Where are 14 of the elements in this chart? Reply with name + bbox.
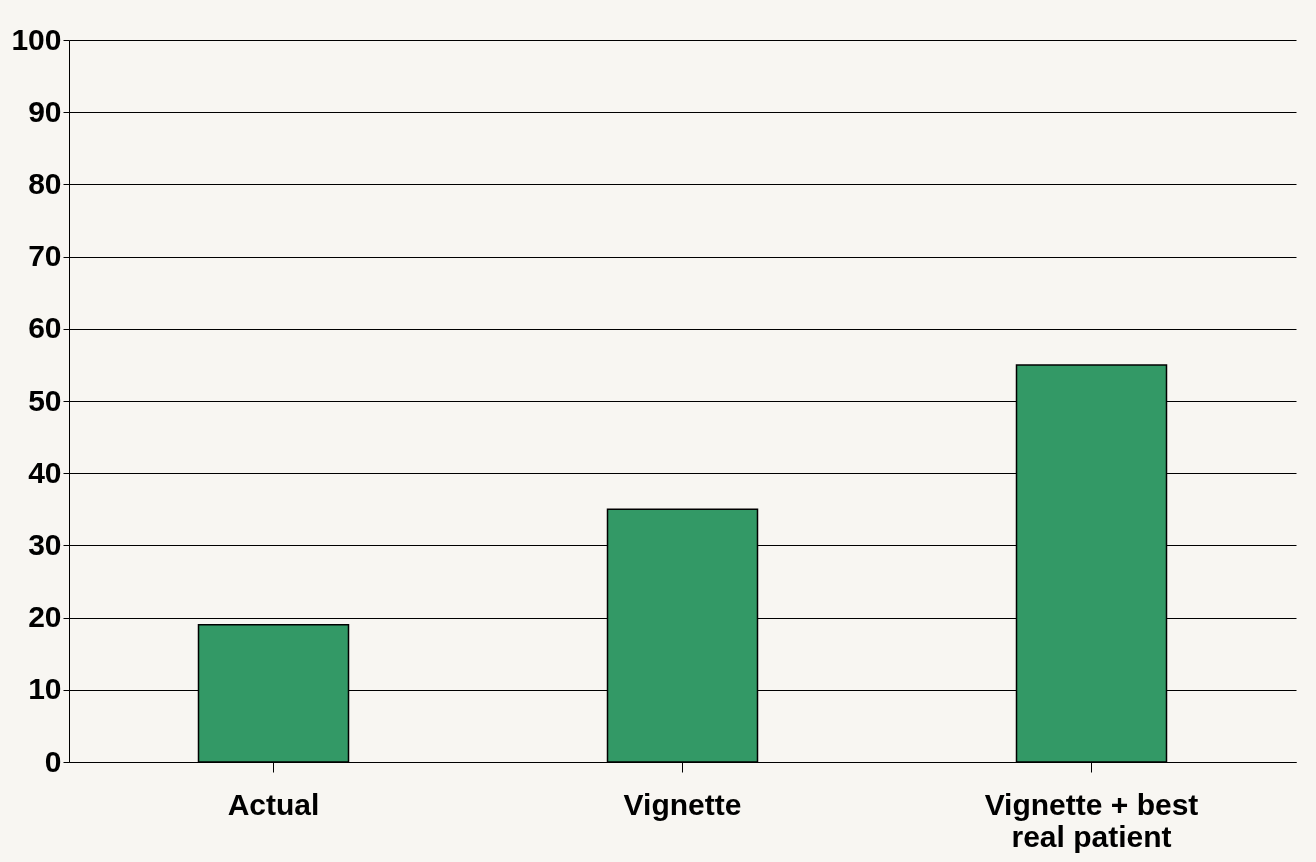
- y-tick-label: 0: [44, 744, 62, 778]
- y-tick-label: 100: [11, 22, 62, 56]
- y-tick-label: 70: [28, 239, 62, 273]
- x-tick-label: Vignette + best real patient: [984, 787, 1199, 853]
- x-tick-label: Vignette: [623, 787, 742, 821]
- y-tick-label: 80: [28, 166, 62, 200]
- x-tick-label: Actual: [227, 787, 320, 821]
- y-tick-label: 20: [28, 600, 62, 634]
- y-tick-label: 10: [28, 672, 62, 706]
- y-tick-label: 60: [28, 311, 62, 345]
- y-tick-label: 30: [28, 527, 62, 561]
- y-tick-label: 50: [28, 383, 62, 417]
- y-tick-label: 40: [28, 455, 62, 489]
- y-tick-label: 90: [28, 94, 62, 128]
